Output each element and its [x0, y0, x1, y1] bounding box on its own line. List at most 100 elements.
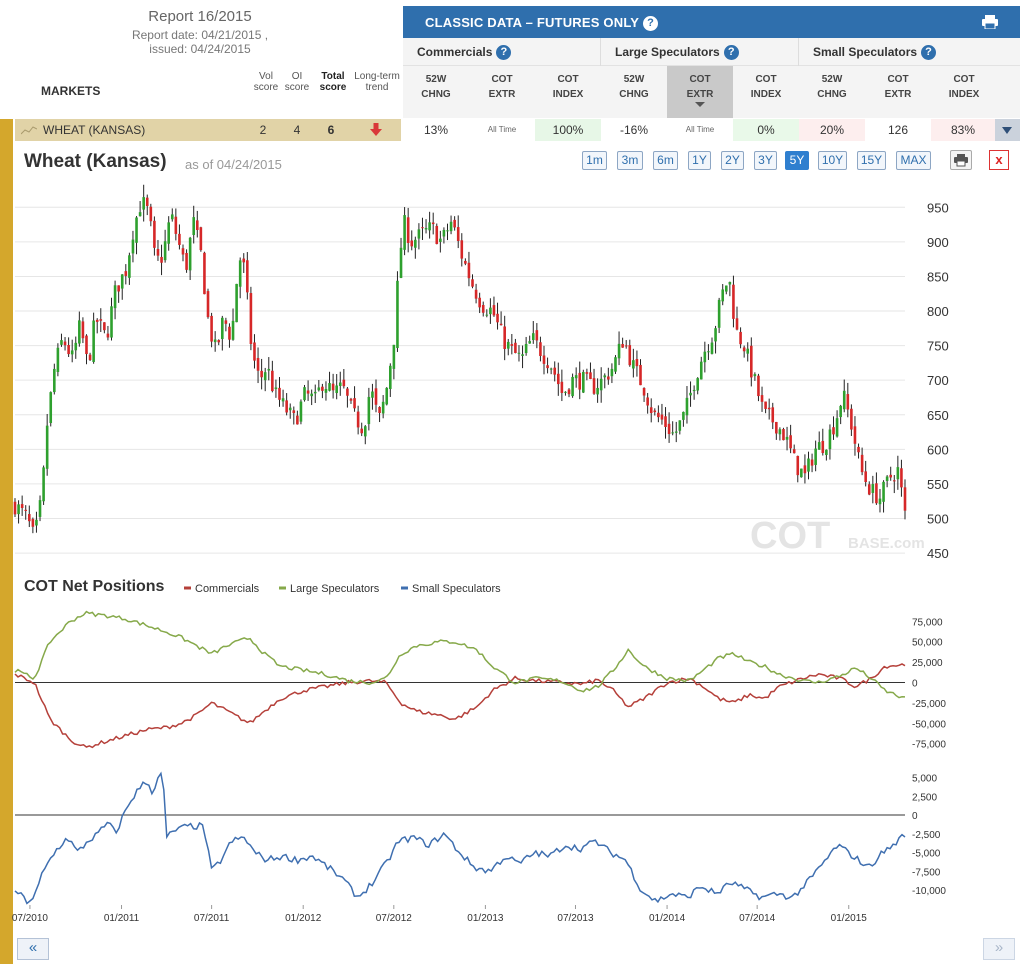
candle-body	[417, 229, 421, 239]
candle-body	[124, 271, 128, 276]
candle-body	[74, 342, 78, 351]
total-score-header-line1: Total	[321, 71, 345, 82]
range-3y-button[interactable]: 3Y	[754, 151, 777, 170]
candle-body	[13, 501, 17, 515]
range-2y-button[interactable]: 2Y	[721, 151, 744, 170]
candle-body	[492, 305, 496, 316]
help-icon[interactable]: ?	[723, 45, 739, 61]
candle-body	[474, 289, 478, 299]
candle-body	[217, 340, 221, 343]
candle-body	[88, 354, 92, 361]
candle-body	[717, 299, 721, 328]
candle-body	[296, 415, 299, 425]
sub-header-text: COT	[755, 74, 777, 85]
expand-row-button[interactable]	[995, 119, 1020, 141]
range-10y-button[interactable]: 10Y	[818, 151, 847, 170]
candle-body	[228, 326, 231, 340]
sub-header-large-index[interactable]: COT INDEX	[733, 66, 799, 118]
candle-body	[160, 256, 163, 263]
group-commercials: Commercials?	[403, 38, 601, 66]
candle-body	[496, 313, 499, 323]
candle-body	[464, 260, 467, 264]
range-max-button[interactable]: MAX	[896, 151, 931, 170]
chart-as-of: as of 04/24/2015	[185, 157, 282, 172]
candle-body	[767, 407, 771, 410]
x-tick-label: 01/2013	[467, 913, 504, 924]
classic-data-label: CLASSIC DATA – FUTURES ONLY	[425, 15, 640, 30]
sub-header-large-extr[interactable]: COT EXTR	[667, 66, 733, 118]
price-y-tick-label: 600	[927, 442, 949, 457]
candle-body	[167, 222, 170, 244]
sub-header-small-extr[interactable]: COT EXTR	[865, 66, 931, 118]
candle-body	[313, 391, 317, 394]
nav-prev-button[interactable]: «	[17, 938, 49, 960]
candle-body	[621, 343, 624, 348]
candle-body	[242, 258, 246, 263]
candle-body	[724, 285, 728, 292]
candle-body	[896, 467, 900, 480]
sub-header-large-chng[interactable]: 52W CHNG	[601, 66, 667, 118]
nav-next-button[interactable]: »	[983, 938, 1015, 960]
candle-body	[635, 359, 639, 367]
candle-body	[807, 458, 810, 472]
small-y-tick-label: 5,000	[912, 774, 937, 785]
range-3m-button[interactable]: 3m	[617, 151, 643, 170]
candle-body	[589, 372, 592, 379]
table-row[interactable]: WHEAT (KANSAS) 2 4 6 13% All Time 100% -…	[15, 119, 1020, 141]
candle-body	[903, 487, 907, 511]
market-cell[interactable]: WHEAT (KANSAS) 2 4 6	[15, 119, 401, 141]
candle-body	[20, 504, 24, 509]
sub-header-small-index[interactable]: COT INDEX	[931, 66, 997, 118]
candle-body	[221, 317, 224, 340]
candle-body	[499, 323, 503, 326]
candle-body	[256, 357, 260, 371]
candle-body	[689, 392, 692, 396]
candle-body	[188, 237, 192, 271]
close-chart-button[interactable]: x	[989, 150, 1009, 170]
range-1m-button[interactable]: 1m	[582, 151, 607, 170]
candle-body	[131, 239, 135, 254]
sub-header-comm-index[interactable]: COT INDEX	[535, 66, 601, 118]
sub-header-text: INDEX	[750, 89, 782, 100]
help-icon[interactable]: ?	[496, 45, 512, 61]
candle-body	[399, 247, 403, 278]
candle-body	[735, 318, 739, 330]
candle-body	[342, 379, 346, 387]
candle-body	[521, 354, 524, 356]
chart-print-button[interactable]	[950, 150, 972, 170]
candle-body	[213, 339, 217, 343]
cot-y-tick-label: 25,000	[912, 658, 943, 669]
candle-body	[317, 387, 321, 391]
print-icon[interactable]	[982, 15, 998, 29]
candle-body	[646, 397, 649, 406]
report-title: Report 16/2015	[148, 8, 252, 25]
help-icon[interactable]: ?	[643, 16, 659, 32]
sub-header-comm-extr[interactable]: COT EXTR	[469, 66, 535, 118]
small-y-tick-label: -10,000	[912, 886, 946, 897]
trend-header-line1: Long-term	[354, 71, 400, 82]
candle-body	[292, 410, 296, 414]
candle-body	[503, 326, 506, 349]
candle-body	[900, 468, 903, 488]
range-5y-button[interactable]: 5Y	[785, 151, 809, 170]
candle-body	[757, 375, 760, 397]
candle-body	[889, 474, 893, 478]
candle-body	[571, 376, 574, 397]
range-6m-button[interactable]: 6m	[653, 151, 678, 170]
vol-score-header: Vol score	[253, 71, 279, 93]
candle-body	[349, 398, 353, 401]
sub-header-small-chng[interactable]: 52W CHNG	[799, 66, 865, 118]
candle-body	[514, 342, 517, 353]
sub-header-comm-chng[interactable]: 52W CHNG	[403, 66, 469, 118]
small-y-tick-label: -7,500	[912, 867, 941, 878]
legend-commercials: Commercials	[195, 583, 260, 595]
candle-body	[567, 389, 571, 395]
sub-header-text: 52W	[821, 74, 843, 85]
help-icon[interactable]: ?	[921, 45, 937, 61]
range-1y-button[interactable]: 1Y	[688, 151, 711, 170]
comm-cot-index: 100%	[535, 119, 601, 141]
candle-body	[335, 385, 338, 394]
candle-body	[410, 240, 414, 247]
range-15y-button[interactable]: 15Y	[857, 151, 886, 170]
candle-body	[546, 365, 549, 369]
